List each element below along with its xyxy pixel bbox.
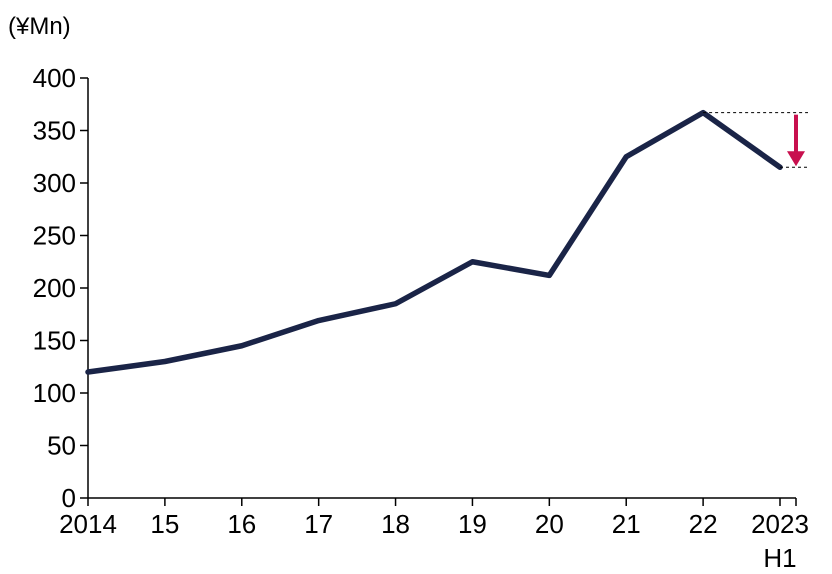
decline-annotation xyxy=(703,112,808,168)
data-point xyxy=(164,361,166,362)
y-tick-label: 200 xyxy=(33,273,76,303)
y-tick-label: 100 xyxy=(33,378,76,408)
x-tick-label: 2014 xyxy=(59,509,117,539)
y-tick-label: 0 xyxy=(62,483,76,513)
x-tick-label: 17 xyxy=(304,509,333,539)
y-axis-unit-label: (¥Mn) xyxy=(8,13,71,40)
y-tick-label: 400 xyxy=(33,63,76,93)
x-tick-label: 2023 xyxy=(751,509,809,539)
data-point xyxy=(395,303,397,305)
x-tick-label: 16 xyxy=(227,509,256,539)
x-axis-ticks: 2014 15 16 17 18 19 20 21 22 2023 H1 xyxy=(59,498,809,573)
x-tick-label: 19 xyxy=(458,509,487,539)
x-tick-label: 18 xyxy=(381,509,410,539)
data-point xyxy=(548,274,550,276)
data-point xyxy=(625,156,627,158)
data-point xyxy=(471,261,473,263)
y-tick-label: 300 xyxy=(33,168,76,198)
y-axis-ticks: 0 50 100 150 200 250 300 350 400 xyxy=(33,63,88,513)
x-tick-sublabel: H1 xyxy=(763,543,796,573)
data-point xyxy=(241,345,243,347)
x-tick-label: 20 xyxy=(535,509,564,539)
y-tick-label: 50 xyxy=(47,431,76,461)
y-tick-label: 150 xyxy=(33,326,76,356)
x-tick-label: 22 xyxy=(689,509,718,539)
series-line xyxy=(85,109,783,375)
decline-arrow-head xyxy=(787,151,805,167)
series-layer xyxy=(85,109,783,375)
x-tick-label: 21 xyxy=(612,509,641,539)
axes xyxy=(87,78,796,499)
data-point xyxy=(87,371,89,373)
x-tick-label: 15 xyxy=(150,509,179,539)
data-point xyxy=(318,320,320,322)
y-tick-label: 250 xyxy=(33,221,76,251)
y-tick-label: 350 xyxy=(33,116,76,146)
